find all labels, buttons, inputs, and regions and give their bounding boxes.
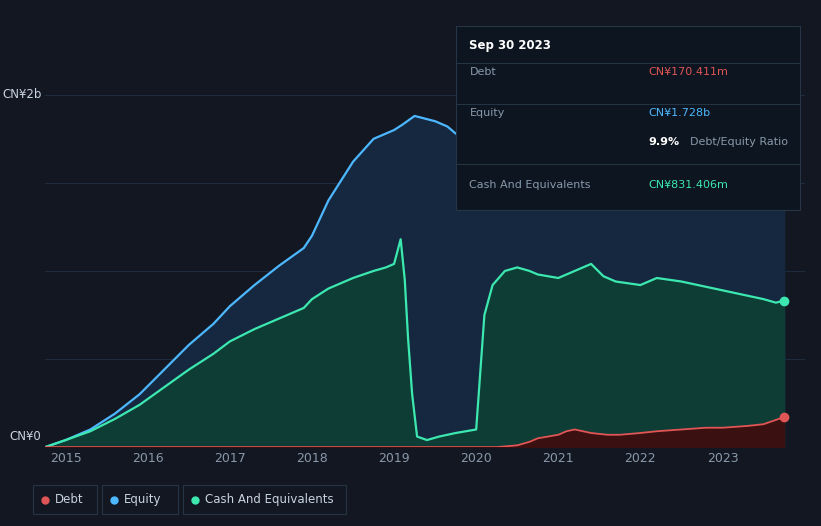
Text: Debt/Equity Ratio: Debt/Equity Ratio xyxy=(690,137,788,147)
Text: 9.9%: 9.9% xyxy=(649,137,680,147)
Text: CN¥170.411m: CN¥170.411m xyxy=(649,67,728,77)
Text: Sep 30 2023: Sep 30 2023 xyxy=(470,39,552,52)
Text: Equity: Equity xyxy=(124,493,162,506)
Text: Equity: Equity xyxy=(470,108,505,118)
Text: Debt: Debt xyxy=(470,67,496,77)
FancyBboxPatch shape xyxy=(33,485,97,514)
FancyBboxPatch shape xyxy=(183,485,346,514)
Text: CN¥2b: CN¥2b xyxy=(2,88,41,102)
Text: CN¥0: CN¥0 xyxy=(10,430,41,443)
Text: CN¥831.406m: CN¥831.406m xyxy=(649,179,728,190)
Text: Cash And Equivalents: Cash And Equivalents xyxy=(205,493,334,506)
Text: Debt: Debt xyxy=(55,493,84,506)
Text: CN¥1.728b: CN¥1.728b xyxy=(649,108,711,118)
Text: Cash And Equivalents: Cash And Equivalents xyxy=(470,179,591,190)
FancyBboxPatch shape xyxy=(102,485,178,514)
